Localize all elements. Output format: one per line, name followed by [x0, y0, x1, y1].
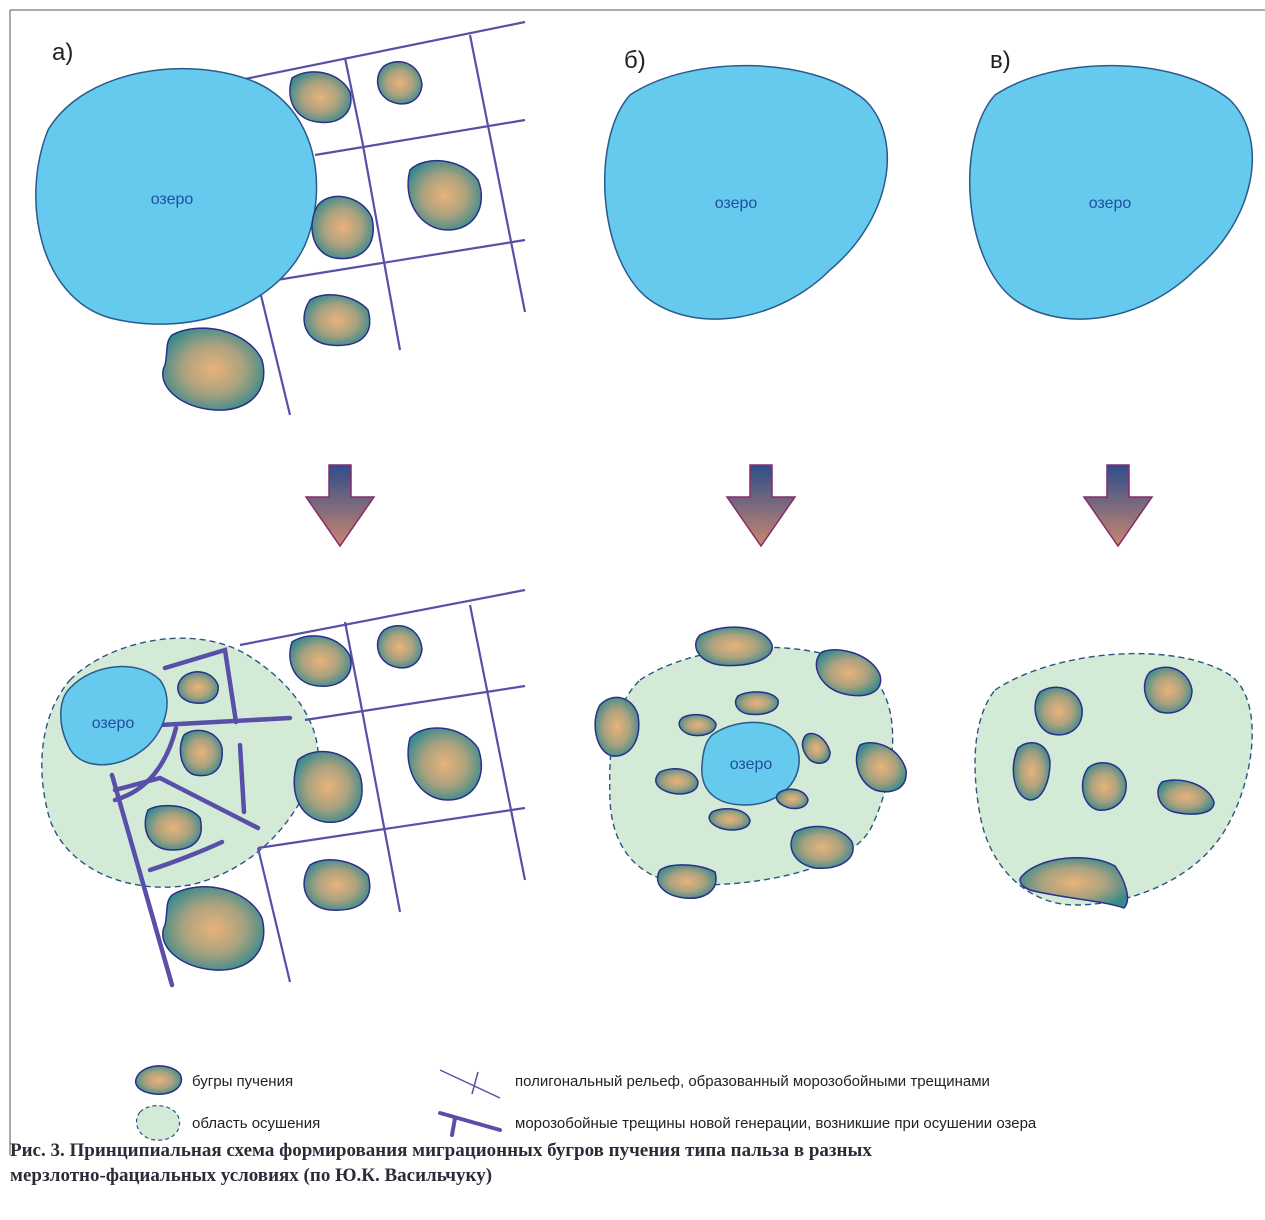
panel-a-new-cracks [109, 647, 293, 988]
mound [407, 727, 483, 801]
panel-c-lake [968, 64, 1253, 320]
mound [303, 859, 371, 911]
mound [311, 195, 374, 260]
mound [162, 886, 265, 971]
mound [289, 71, 352, 124]
panel-b-lake [603, 64, 888, 320]
legend-mound-icon [134, 1065, 183, 1095]
panel-b-lake-label: озеро [715, 195, 758, 212]
panel-c-label: в) [990, 47, 1011, 74]
legend-mound-label: бугры пучения [192, 1073, 293, 1090]
panel-c-lake-label: озеро [1089, 195, 1132, 212]
arrow-down-icon [1082, 464, 1154, 548]
panel-b-label: б) [624, 47, 646, 74]
caption-line-1: Рис. 3. Принципиальная схема формировани… [10, 1140, 872, 1161]
mound [1143, 666, 1193, 714]
mound [1034, 686, 1083, 736]
mound [656, 864, 717, 899]
panel-c-mounds [1012, 666, 1215, 909]
mound [801, 732, 831, 765]
caption-line-2: мерзлотно-фациальных условиях (по Ю.К. В… [10, 1165, 493, 1186]
panel-a-lake-after-label: озеро [92, 715, 135, 732]
legend-polygon-relief-icon [439, 1069, 501, 1099]
transition-arrows [304, 464, 1154, 548]
panel-a-label: а) [52, 39, 73, 66]
mound [1081, 762, 1127, 811]
figure-caption: Рис. 3. Принципиальная схема формировани… [10, 1138, 1250, 1188]
panel-a-bottom-mounds [144, 625, 483, 971]
mound [303, 294, 371, 347]
panel-a-polygon-grid [239, 20, 527, 416]
mound [855, 742, 907, 793]
mound [734, 691, 779, 716]
panel-b-lake-after [701, 721, 800, 806]
mound [678, 713, 717, 737]
panel-a-bottom-polygon-grid [239, 588, 527, 983]
panel-b-lake-after-label: озеро [730, 756, 773, 773]
mound [179, 729, 223, 777]
mound [815, 649, 882, 697]
arrow-down-icon [304, 464, 376, 548]
mound [708, 807, 751, 831]
mound [1012, 742, 1051, 801]
panel-b-mounds [594, 626, 907, 899]
mound [293, 750, 363, 823]
mound [289, 635, 352, 687]
panel-a-lake-label: озеро [151, 191, 194, 208]
legend-drained-area-label: область осушения [192, 1115, 320, 1132]
mound [695, 626, 773, 667]
mound [594, 696, 640, 757]
legend-new-cracks-icon [438, 1111, 502, 1137]
mound [1019, 857, 1129, 909]
mound [376, 61, 423, 105]
legend-new-cracks-label: морозобойные трещины новой генерации, во… [515, 1115, 1037, 1132]
mound [775, 788, 809, 810]
arrow-down-icon [725, 464, 797, 548]
panel-a-mounds [162, 61, 483, 411]
mound [1157, 779, 1215, 815]
mound [162, 327, 265, 411]
legend-polygon-relief-label: полигональный рельеф, образованный мороз… [515, 1073, 990, 1090]
mound [655, 768, 699, 795]
panel-a-lake [35, 67, 318, 325]
mound [790, 825, 854, 869]
legend-drained-area-icon [135, 1105, 181, 1141]
mound [376, 625, 423, 669]
mound [407, 159, 483, 231]
panel-a-lake-after [60, 665, 168, 766]
legend: бугры пучения область осушения полигонал… [134, 1065, 1037, 1141]
mound [144, 804, 202, 851]
mound [177, 671, 219, 704]
